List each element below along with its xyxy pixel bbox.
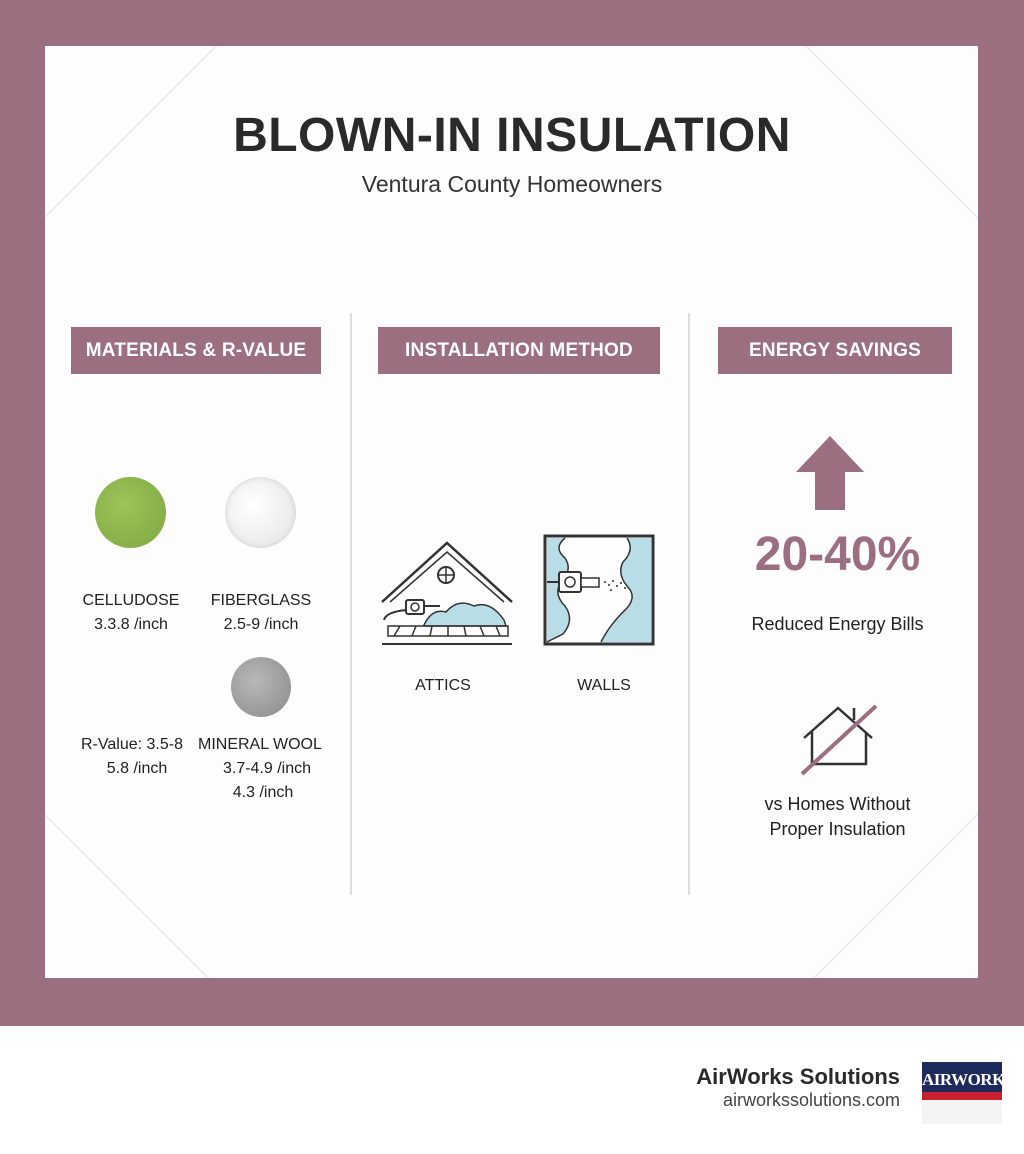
infographic-card xyxy=(45,46,978,978)
rvalue-sub: 5.8 /inch xyxy=(106,760,168,777)
cellulose-value: 3.3.8 /inch xyxy=(94,616,168,633)
column-divider xyxy=(688,313,690,895)
brand-url: airworkssolutions.com xyxy=(722,1090,900,1110)
mineral-wool-swatch xyxy=(231,657,291,717)
house-slash-icon xyxy=(800,704,878,776)
wall-icon xyxy=(543,534,655,646)
compare-line-1: vs Homes Without xyxy=(764,794,911,814)
attics-label: ATTICS xyxy=(415,677,471,694)
page-subtitle: Ventura County Homeowners xyxy=(361,171,663,197)
rvalue-label: R-Value: 3.5-8 xyxy=(81,736,183,753)
walls-label: WALLS xyxy=(577,677,631,694)
page-title: BLOWN-IN INSULATION xyxy=(233,109,791,162)
fiberglass-value: 2.5-9 /inch xyxy=(223,616,299,633)
mineral-wool-sub: 4.3 /inch xyxy=(232,784,294,801)
fiberglass-swatch xyxy=(225,477,296,548)
column-divider xyxy=(350,313,352,895)
mineral-wool-name: MINERAL WOOL xyxy=(198,736,322,753)
mineral-wool-value: 3.7-4.9 /inch xyxy=(222,760,312,777)
materials-header: MATERIALS & R-VALUE xyxy=(71,327,321,374)
brand-name: AirWorks Solutions xyxy=(696,1064,900,1089)
cellulose-swatch xyxy=(95,477,166,548)
savings-caption: Reduced Energy Bills xyxy=(751,614,924,634)
brand-logo-text: AIRWORKS xyxy=(922,1070,1002,1089)
decor-line xyxy=(45,803,219,978)
fiberglass-name: FIBERGLASS xyxy=(210,592,312,609)
installation-header: INSTALLATION METHOD xyxy=(378,327,660,374)
savings-header: ENERGY SAVINGS xyxy=(718,327,952,374)
up-arrow-icon xyxy=(796,436,864,510)
attic-icon xyxy=(381,541,513,645)
brand-logo: AIRWORKS xyxy=(922,1062,1002,1124)
cellulose-name: CELLUDOSE xyxy=(82,592,180,609)
savings-percent: 20-40% xyxy=(754,528,921,581)
compare-line-2: Proper Insulation xyxy=(769,819,906,839)
